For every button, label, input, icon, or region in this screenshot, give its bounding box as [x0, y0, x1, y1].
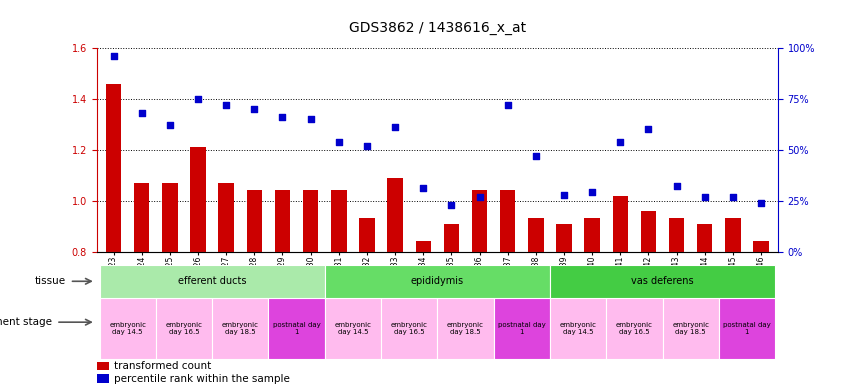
Bar — [99, 265, 325, 298]
Bar — [697, 223, 712, 252]
Bar — [190, 147, 206, 252]
Bar — [641, 211, 656, 252]
Text: embryonic
day 16.5: embryonic day 16.5 — [616, 322, 653, 335]
Point — [642, 126, 655, 132]
Point — [163, 122, 177, 128]
Point — [135, 110, 149, 116]
Bar — [556, 223, 572, 252]
Text: embryonic
day 14.5: embryonic day 14.5 — [335, 322, 372, 335]
Bar — [584, 218, 600, 252]
Bar — [669, 218, 685, 252]
Text: transformed count: transformed count — [114, 361, 211, 371]
Text: GDS3862 / 1438616_x_at: GDS3862 / 1438616_x_at — [349, 21, 526, 35]
Bar — [388, 178, 403, 252]
Text: postnatal day
1: postnatal day 1 — [723, 322, 771, 335]
Bar — [359, 218, 375, 252]
Bar — [275, 190, 290, 252]
Point — [670, 183, 684, 189]
Point — [558, 192, 571, 198]
Bar — [663, 298, 719, 359]
Bar — [219, 183, 234, 252]
Bar — [331, 190, 346, 252]
Point — [220, 102, 233, 108]
Bar — [246, 190, 262, 252]
Bar — [754, 242, 769, 252]
Point — [529, 153, 542, 159]
Point — [332, 139, 346, 145]
Bar — [612, 195, 628, 252]
Point — [107, 53, 120, 59]
Point — [389, 124, 402, 131]
Point — [585, 189, 599, 195]
Text: tissue: tissue — [34, 276, 66, 286]
Text: efferent ducts: efferent ducts — [178, 276, 246, 286]
Bar — [550, 298, 606, 359]
Text: embryonic
day 16.5: embryonic day 16.5 — [166, 322, 203, 335]
Text: embryonic
day 18.5: embryonic day 18.5 — [672, 322, 709, 335]
Bar — [381, 298, 437, 359]
Bar — [725, 218, 741, 252]
Text: embryonic
day 18.5: embryonic day 18.5 — [447, 322, 484, 335]
Text: percentile rank within the sample: percentile rank within the sample — [114, 374, 289, 384]
Point — [191, 96, 204, 102]
Text: vas deferens: vas deferens — [632, 276, 694, 286]
Bar — [528, 218, 543, 252]
Text: epididymis: epididymis — [410, 276, 464, 286]
Bar — [106, 84, 121, 252]
Point — [501, 102, 515, 108]
Text: postnatal day
1: postnatal day 1 — [272, 322, 320, 335]
Bar — [212, 298, 268, 359]
Bar — [550, 265, 775, 298]
Point — [614, 139, 627, 145]
Bar — [268, 298, 325, 359]
Point — [445, 202, 458, 208]
Point — [416, 185, 430, 192]
Bar — [97, 362, 109, 370]
Bar — [325, 265, 550, 298]
Text: embryonic
day 14.5: embryonic day 14.5 — [559, 322, 596, 335]
Bar — [325, 298, 381, 359]
Point — [247, 106, 261, 112]
Text: embryonic
day 18.5: embryonic day 18.5 — [222, 322, 259, 335]
Point — [360, 142, 373, 149]
Text: development stage: development stage — [0, 317, 52, 327]
Bar — [162, 183, 177, 252]
Bar — [437, 298, 494, 359]
Point — [304, 116, 317, 122]
Bar — [415, 242, 431, 252]
Bar — [303, 190, 319, 252]
Bar — [444, 223, 459, 252]
Bar — [472, 190, 487, 252]
Bar — [97, 374, 109, 383]
Bar — [719, 298, 775, 359]
Bar — [156, 298, 212, 359]
Bar — [134, 183, 150, 252]
Point — [276, 114, 289, 120]
Text: postnatal day
1: postnatal day 1 — [498, 322, 546, 335]
Bar — [494, 298, 550, 359]
Text: embryonic
day 16.5: embryonic day 16.5 — [391, 322, 428, 335]
Bar — [99, 298, 156, 359]
Point — [754, 200, 768, 206]
Point — [473, 194, 486, 200]
Text: embryonic
day 14.5: embryonic day 14.5 — [109, 322, 146, 335]
Bar — [606, 298, 663, 359]
Point — [726, 194, 739, 200]
Point — [698, 194, 711, 200]
Bar — [500, 190, 516, 252]
